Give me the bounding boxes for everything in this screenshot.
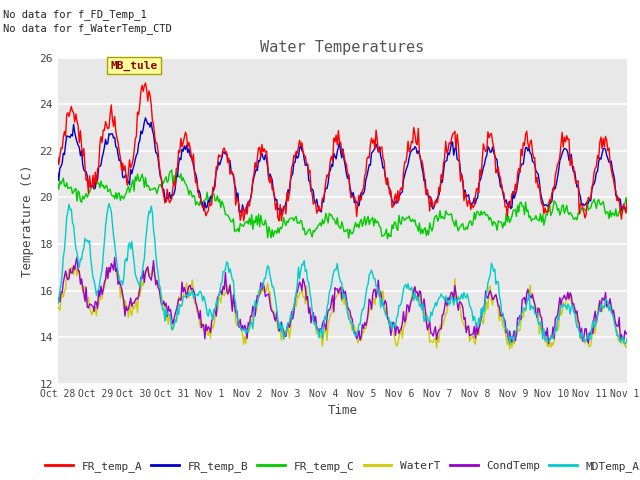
Text: MB_tule: MB_tule xyxy=(110,60,157,71)
X-axis label: Time: Time xyxy=(328,405,357,418)
Y-axis label: Temperature (C): Temperature (C) xyxy=(20,165,34,277)
Title: Water Temperatures: Water Temperatures xyxy=(260,40,424,55)
Text: No data for f_WaterTemp_CTD: No data for f_WaterTemp_CTD xyxy=(3,23,172,34)
Legend: FR_temp_A, FR_temp_B, FR_temp_C, WaterT, CondTemp, MDTemp_A: FR_temp_A, FR_temp_B, FR_temp_C, WaterT,… xyxy=(40,456,640,476)
Text: No data for f_FD_Temp_1: No data for f_FD_Temp_1 xyxy=(3,9,147,20)
